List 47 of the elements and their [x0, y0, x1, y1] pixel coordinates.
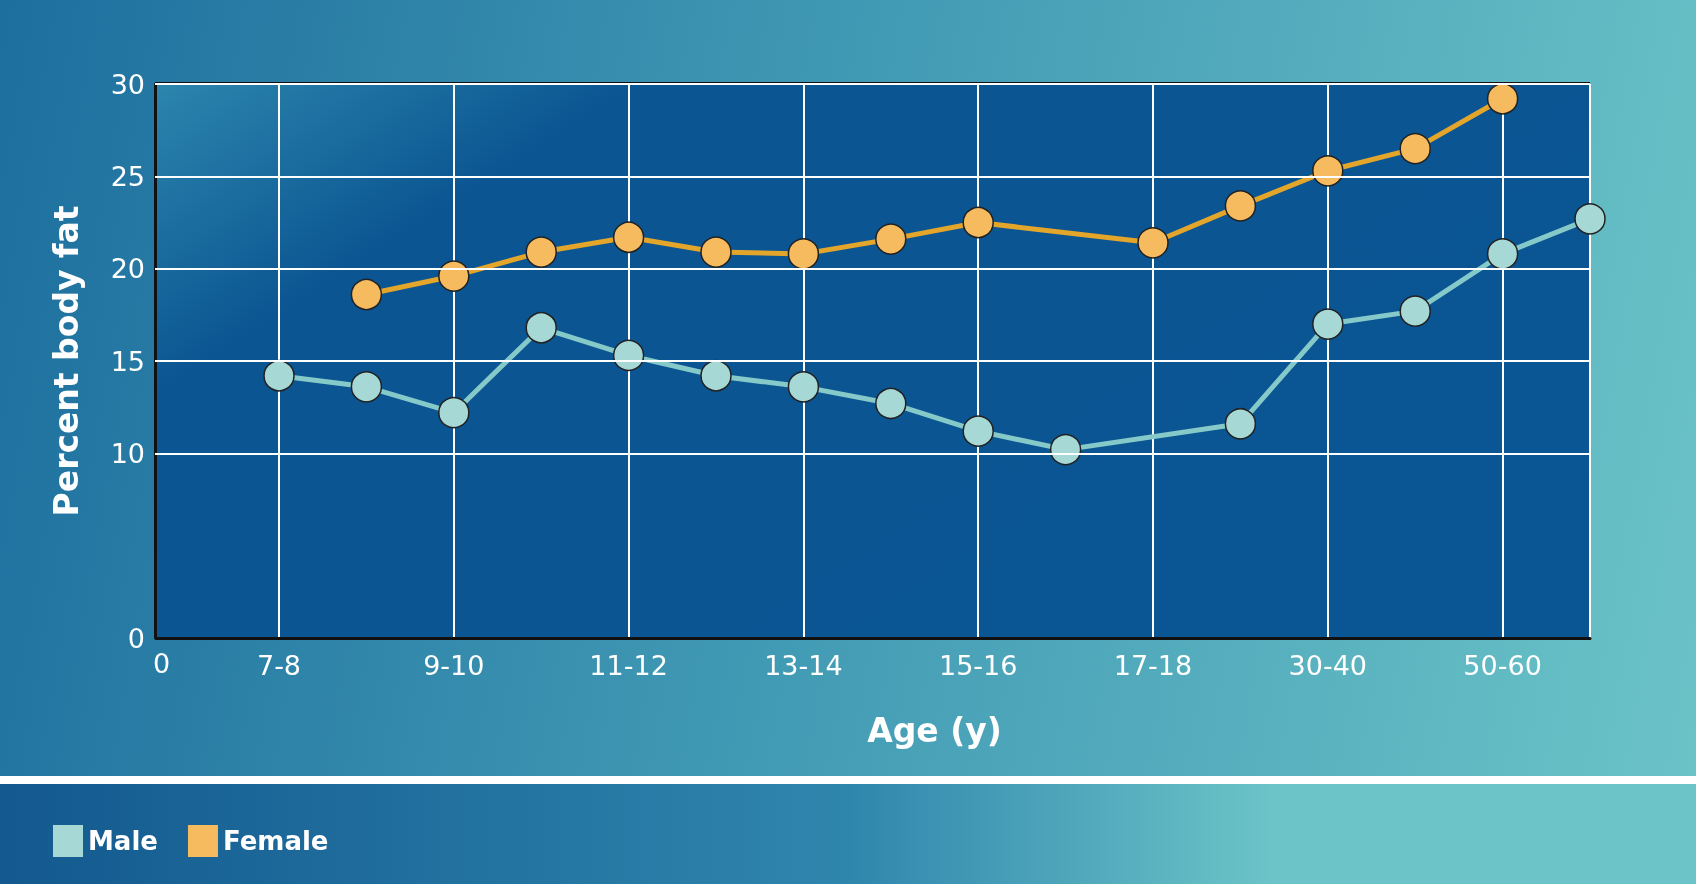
- x-tick-label: 9-10: [423, 650, 485, 681]
- x-tick-label: 50-60: [1463, 650, 1542, 681]
- x-tick-label: 11-12: [589, 650, 668, 681]
- x-tick-label: 15-16: [938, 650, 1018, 681]
- x-tick-label: 30-40: [1288, 650, 1368, 681]
- legend-label: Female: [222, 826, 329, 856]
- point: [1137, 227, 1169, 259]
- point: [1574, 203, 1606, 235]
- point: [612, 221, 645, 254]
- point: [1312, 155, 1344, 187]
- y-tick-label: 10: [110, 437, 145, 469]
- point: [1224, 190, 1257, 222]
- point: [962, 415, 994, 447]
- y-axis-title: Percent body fat: [47, 205, 86, 517]
- legend-label: Male: [88, 826, 158, 856]
- point: [1486, 83, 1519, 115]
- point: [438, 260, 470, 292]
- point: [875, 223, 907, 255]
- point: [350, 371, 383, 403]
- point: [787, 238, 820, 270]
- point: [1486, 238, 1519, 270]
- point: [525, 312, 557, 344]
- y-tick-label: 0: [127, 622, 145, 654]
- y-tick-label: 30: [110, 68, 145, 100]
- point: [1312, 308, 1344, 340]
- x-tick-label: 7-8: [256, 650, 302, 681]
- y-tick-label: 15: [110, 345, 145, 377]
- point: [962, 206, 994, 239]
- point: [1049, 433, 1082, 466]
- point: [263, 360, 295, 392]
- point: [350, 278, 383, 311]
- point: [700, 360, 732, 392]
- y-tick-label: 25: [110, 160, 145, 192]
- y-tick-label: 20: [110, 253, 145, 285]
- point: [438, 396, 470, 429]
- x-axis-title: Age (y): [867, 711, 1002, 750]
- text: 0: [153, 648, 171, 679]
- x-tick-label: 17-18: [1113, 650, 1193, 681]
- point: [525, 236, 557, 268]
- point: [787, 371, 820, 403]
- x-tick-label: 13-14: [764, 650, 843, 681]
- point: [875, 387, 907, 420]
- point: [1224, 408, 1257, 440]
- point: [612, 339, 645, 372]
- point: [1399, 295, 1431, 327]
- point: [700, 236, 732, 268]
- point: [1399, 132, 1431, 165]
